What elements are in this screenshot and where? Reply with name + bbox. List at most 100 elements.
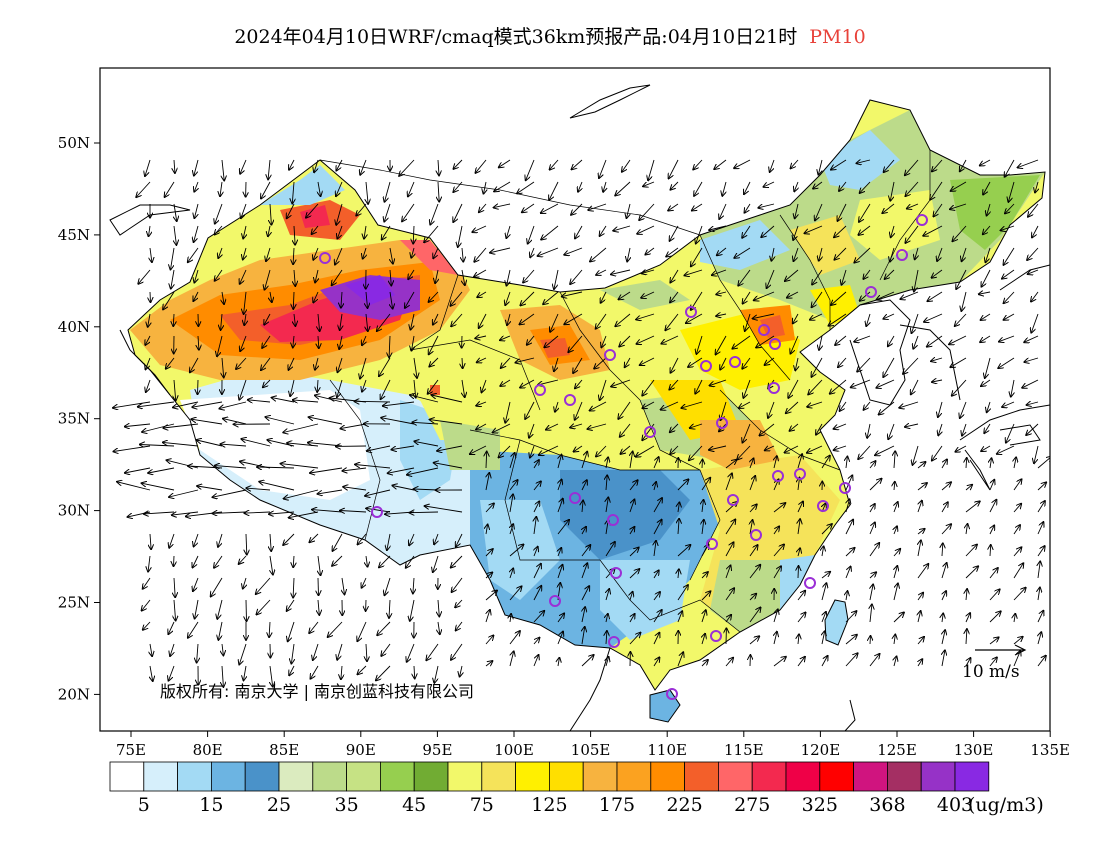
- wind-arrow: [1037, 482, 1046, 491]
- wind-arrow: [648, 159, 655, 180]
- wind-arrow: [510, 524, 513, 535]
- wind-arrow: [500, 336, 511, 340]
- wind-arrow: [961, 291, 967, 311]
- wind-arrow: [795, 203, 798, 218]
- wind-arrow: [668, 203, 679, 211]
- wind-arrow: [1038, 562, 1040, 579]
- wind-arrow: [701, 591, 710, 601]
- wind-arrow: [742, 357, 751, 369]
- wind-arrow: [392, 486, 415, 491]
- wind-arrow: [893, 613, 904, 623]
- wind-arrow: [749, 545, 758, 557]
- wind-arrow: [293, 400, 319, 402]
- wind-arrow: [903, 357, 919, 374]
- wind-arrow: [653, 520, 662, 535]
- wind-arrow: [289, 159, 295, 170]
- wind-arrow: [927, 335, 943, 347]
- wind-arrow: [870, 585, 873, 601]
- wind-arrow: [510, 569, 513, 579]
- wind-arrow: [737, 445, 751, 460]
- wind-arrow: [358, 533, 367, 544]
- wind-arrow: [408, 181, 415, 196]
- wind-arrow: [643, 181, 655, 186]
- wind-arrow: [270, 665, 273, 687]
- wind-arrow: [269, 621, 270, 637]
- lon-tick-label: 100E: [494, 741, 534, 759]
- wind-arrow: [870, 636, 871, 645]
- wind-arrow: [671, 357, 679, 373]
- wind-arrow: [193, 577, 199, 591]
- wind-arrow: [557, 499, 563, 513]
- wind-arrow: [453, 181, 463, 192]
- wind-arrow: [193, 291, 199, 301]
- wind-arrow: [117, 482, 151, 491]
- wind-arrow: [264, 313, 271, 325]
- wind-arrow: [312, 510, 343, 512]
- coastline-layer: [109, 84, 1050, 731]
- wind-arrow: [173, 401, 199, 407]
- wind-arrow: [1013, 479, 1022, 491]
- wind-arrow: [666, 247, 679, 257]
- wind-arrow: [339, 335, 342, 349]
- wind-arrow: [985, 357, 991, 378]
- wind-arrow: [606, 631, 607, 645]
- wind-arrow: [558, 658, 559, 667]
- wind-arrow: [725, 460, 736, 469]
- wind-arrow: [629, 548, 639, 557]
- wind-arrow: [955, 445, 967, 452]
- wind-arrow: [337, 379, 343, 397]
- wind-arrow: [938, 423, 942, 435]
- wind-arrow: [989, 568, 998, 579]
- wind-arrow: [642, 379, 655, 396]
- wind-arrow: [981, 379, 991, 386]
- wind-arrow: [505, 401, 511, 423]
- wind-arrow: [869, 543, 879, 557]
- wind-arrow: [550, 313, 559, 332]
- wind-arrow: [144, 512, 175, 514]
- wind-arrow: [900, 291, 919, 299]
- colorbar-swatch: [346, 761, 381, 792]
- wind-arrow: [456, 533, 463, 547]
- wind-arrow: [410, 395, 439, 403]
- wind-arrow: [195, 599, 198, 619]
- wind-arrow: [356, 203, 367, 216]
- wind-arrow: [171, 269, 174, 289]
- wind-arrow: [983, 181, 991, 195]
- wind-arrow: [382, 225, 391, 240]
- wind-arrow: [822, 631, 825, 645]
- wind-arrow: [702, 520, 704, 535]
- wind-arrow: [600, 379, 607, 400]
- wind-arrow: [645, 247, 655, 255]
- wind-arrow: [691, 247, 703, 266]
- wind-arrow: [1038, 632, 1041, 645]
- wind-arrow: [453, 203, 463, 222]
- wind-arrow: [725, 658, 733, 667]
- wind-arrow: [263, 379, 271, 387]
- wind-arrow: [653, 657, 659, 667]
- wind-arrow: [533, 501, 539, 513]
- wind-arrow: [830, 379, 847, 394]
- city-station-marker: [768, 382, 780, 394]
- city-station-marker: [758, 324, 770, 336]
- wind-arrow: [642, 270, 655, 273]
- wind-arrow: [950, 203, 967, 209]
- wind-arrow: [879, 401, 895, 415]
- wind-arrow: [173, 313, 174, 326]
- wind-arrow: [653, 592, 660, 601]
- lon-tick-label: 75E: [116, 741, 146, 759]
- colorbar-label: 325: [802, 794, 838, 816]
- wind-arrow: [956, 269, 967, 289]
- wind-arrow: [142, 599, 151, 611]
- wind-arrow: [630, 452, 633, 469]
- wind-arrow: [198, 335, 199, 350]
- wind-arrow: [390, 247, 393, 264]
- wind-arrow: [596, 269, 607, 275]
- colorbar-label: 25: [267, 794, 291, 816]
- wind-arrow: [149, 225, 151, 236]
- wind-arrow: [523, 269, 535, 283]
- wind-arrow: [1022, 379, 1039, 388]
- wind-arrow: [621, 445, 631, 454]
- wind-arrow: [669, 159, 679, 178]
- wind-arrow: [244, 291, 246, 314]
- wind-arrow: [639, 203, 655, 220]
